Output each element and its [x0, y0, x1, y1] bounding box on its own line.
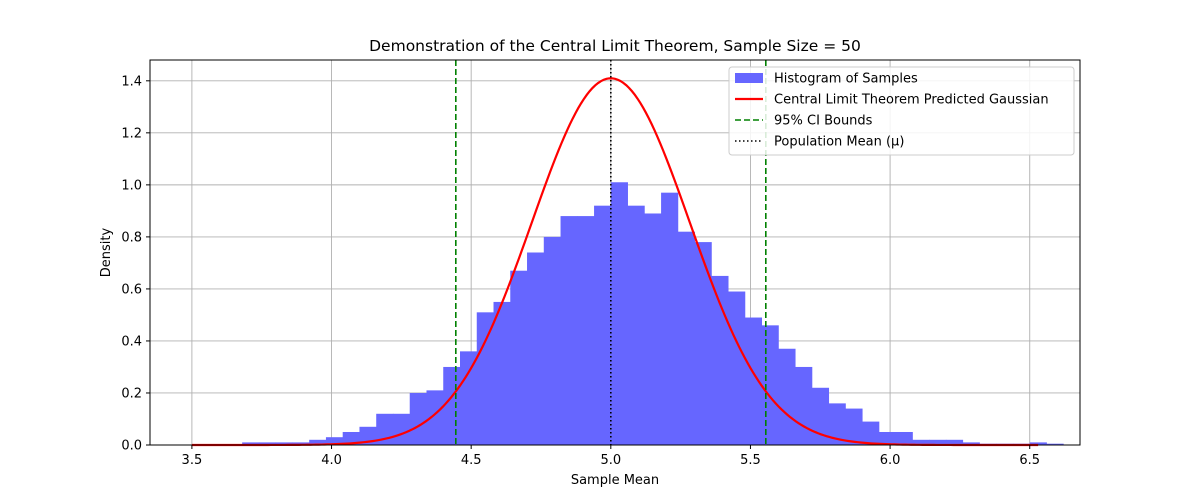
axis-ticks: 3.5 4.0 4.5 5.0 5.5 6.0 6.5 0.0 0.2 0.4 0.6 0.8 1.0 1… [121, 74, 1040, 468]
histogram-bar [325, 437, 344, 445]
histogram-bar [594, 205, 612, 445]
gaussian-curve [191, 77, 1039, 447]
chart-title: Demonstration of the Central Limit Theor… [369, 37, 861, 55]
histogram-bar [426, 390, 444, 445]
histogram-bar [409, 392, 427, 445]
histogram-bar [761, 325, 779, 445]
x-axis-label: Sample Mean [571, 473, 659, 488]
histogram-bar [661, 192, 679, 445]
y-axis-label: Density [99, 227, 114, 277]
y-tick-label: 1.0 [121, 178, 142, 193]
histogram-bar [711, 275, 729, 445]
x-tick-label: 6.5 [1019, 453, 1040, 468]
histogram-bar [862, 421, 880, 445]
histogram-bar [510, 270, 528, 445]
histogram-bar [292, 442, 310, 445]
x-tick-label: 4.0 [321, 453, 342, 468]
histogram-bar [342, 431, 360, 445]
histogram-bar [728, 291, 746, 445]
y-tick-label: 0.6 [121, 282, 142, 297]
y-tick-label: 0.2 [121, 386, 142, 401]
histogram-bar [828, 403, 846, 445]
histogram-bar [694, 242, 712, 445]
histogram-bar [962, 442, 980, 445]
histogram-bar [392, 413, 411, 445]
y-tick-label: 1.4 [121, 74, 142, 89]
histogram-bar [895, 431, 913, 445]
y-tick-label: 0.4 [121, 334, 142, 349]
histogram-bar [878, 431, 897, 445]
plot-frame [149, 59, 1081, 446]
x-tick-label: 5.0 [600, 453, 621, 468]
histogram-bars [242, 182, 1064, 445]
histogram-bar [577, 216, 595, 445]
histogram-bar [1029, 442, 1047, 445]
histogram-bar [476, 312, 494, 445]
y-tick-label: 0.0 [121, 439, 142, 454]
x-tick-label: 6.0 [880, 453, 901, 468]
histogram-bar [811, 387, 830, 445]
legend-box [728, 66, 1075, 156]
y-tick-label: 0.8 [121, 230, 142, 245]
histogram-bar [644, 213, 662, 445]
histogram-bar [912, 439, 930, 445]
histogram-bar [677, 231, 695, 445]
histogram-bar [543, 236, 561, 445]
x-tick-label: 4.5 [461, 453, 482, 468]
histogram-bar [945, 439, 964, 445]
legend-label-ci: 95% CI Bounds [774, 114, 873, 129]
histogram-bar [258, 442, 277, 445]
legend-label-histogram: Histogram of Samples [774, 72, 918, 87]
histogram-bar [309, 439, 327, 445]
histogram-bar [778, 348, 796, 445]
legend-label-mean: Population Mean (μ) [774, 135, 904, 150]
histogram-bar [443, 366, 461, 445]
histogram-bar [560, 216, 578, 445]
legend: Histogram of Samples Central Limit Theor… [728, 66, 1075, 156]
histogram-bar [1046, 443, 1064, 445]
legend-label-gaussian: Central Limit Theorem Predicted Gaussian [774, 93, 1049, 108]
gaussian-curve-group [191, 77, 1039, 447]
histogram-bar [527, 252, 545, 445]
histogram-bar [744, 317, 763, 445]
histogram-bar [845, 408, 863, 445]
histogram-bar [795, 366, 813, 445]
histogram-bar [929, 439, 947, 445]
legend-swatch-histogram [735, 73, 763, 83]
histogram-bar [275, 442, 293, 445]
histogram-bar [460, 351, 478, 445]
x-tick-label: 3.5 [182, 453, 203, 468]
histogram-bar [493, 301, 511, 445]
histogram-bar [627, 205, 645, 445]
histogram-bar [242, 442, 260, 445]
y-tick-label: 1.2 [121, 126, 142, 141]
histogram-bar [610, 182, 628, 445]
x-tick-label: 5.5 [740, 453, 761, 468]
